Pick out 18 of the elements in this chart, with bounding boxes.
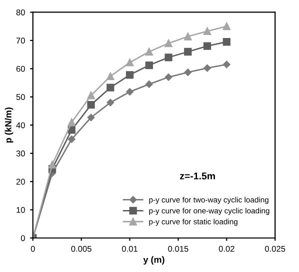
y-tick-label: 30: [16, 150, 25, 156]
x-tick-label: 0.01: [122, 246, 138, 252]
x-tick-label: 0.015: [168, 246, 188, 252]
annotation: z=-1.5m: [180, 172, 215, 180]
y-tick-label: 20: [16, 178, 25, 185]
y-tick-label: 10: [16, 206, 25, 213]
y-axis-title: p (kN/m): [4, 108, 14, 143]
x-tick-label: 0.005: [71, 246, 92, 252]
x-tick-label: 0.02: [218, 246, 234, 252]
y-tick-label: 60: [16, 66, 25, 72]
x-tick-label: 0.025: [264, 246, 286, 252]
x-axis-title: y (m): [143, 256, 164, 265]
y-tick-label: 0: [20, 235, 25, 242]
y-tick-label: 80: [16, 9, 25, 16]
y-tick-label: 40: [16, 122, 25, 128]
x-tick-label: 0: [30, 246, 35, 252]
y-tick-label: 70: [16, 38, 25, 44]
y-tick-label: 50: [16, 94, 25, 100]
